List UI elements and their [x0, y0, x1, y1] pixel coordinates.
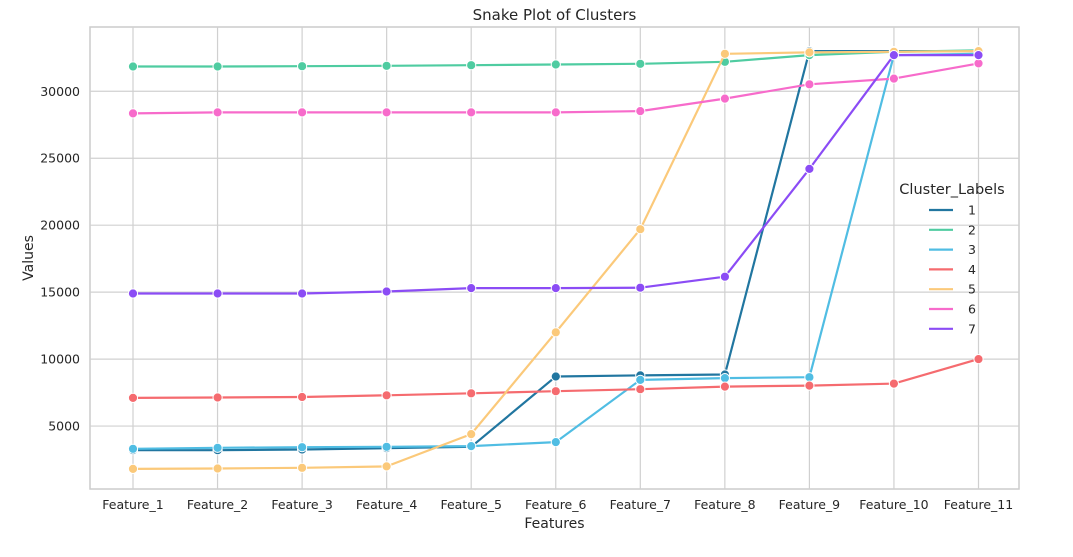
- data-point-2: [212, 61, 223, 72]
- series-layer: [127, 45, 984, 474]
- plot-area: [89, 26, 1020, 490]
- y-tick-label: 5000: [48, 419, 80, 434]
- data-point-2: [297, 61, 308, 72]
- data-point-4: [381, 390, 392, 401]
- data-point-4: [297, 391, 308, 403]
- y-tick-label: 15000: [40, 285, 80, 300]
- legend-label-1: 1: [968, 203, 976, 218]
- x-tick-label: Feature_11: [944, 497, 1013, 512]
- x-tick-label: Feature_4: [356, 497, 417, 512]
- data-point-6: [381, 107, 392, 118]
- data-point-3: [550, 437, 561, 448]
- data-point-4: [550, 386, 561, 397]
- data-point-3: [381, 441, 392, 452]
- data-point-7: [804, 163, 815, 174]
- data-point-2: [466, 60, 477, 71]
- data-point-5: [381, 461, 392, 472]
- data-point-5: [635, 224, 646, 235]
- y-tick-label: 25000: [40, 151, 80, 166]
- data-point-3: [127, 443, 139, 454]
- data-point-7: [888, 50, 900, 61]
- y-tick-label: 30000: [40, 84, 80, 99]
- data-point-4: [719, 381, 731, 392]
- x-tick-label: Feature_7: [610, 497, 671, 512]
- series-5: [127, 46, 984, 474]
- data-point-7: [381, 286, 392, 297]
- data-point-5: [127, 463, 139, 474]
- data-point-6: [804, 79, 815, 90]
- data-point-6: [127, 108, 139, 119]
- legend-label-4: 4: [968, 262, 976, 277]
- data-point-3: [466, 441, 477, 452]
- data-point-3: [212, 442, 223, 453]
- data-point-4: [466, 388, 477, 399]
- y-tick-labels: 5000 10000 15000 20000 25000 30000: [40, 84, 80, 434]
- x-tick-label: Feature_10: [859, 497, 928, 512]
- data-point-7: [635, 282, 646, 293]
- data-point-5: [550, 327, 561, 338]
- chart-title: Snake Plot of Clusters: [473, 6, 637, 24]
- data-point-6: [888, 73, 900, 84]
- data-point-7: [297, 288, 308, 299]
- data-point-2: [381, 60, 392, 71]
- legend-label-2: 2: [968, 222, 976, 237]
- legend-label-6: 6: [968, 302, 976, 317]
- data-point-1: [550, 371, 561, 382]
- data-point-5: [804, 47, 815, 58]
- x-gridlines: [132, 27, 980, 489]
- y-tick-label: 20000: [40, 218, 80, 233]
- y-tick-label: 10000: [40, 352, 80, 367]
- data-point-4: [888, 378, 900, 389]
- data-point-3: [635, 374, 646, 385]
- data-point-5: [212, 463, 223, 474]
- data-point-4: [635, 384, 646, 395]
- data-point-2: [635, 58, 646, 69]
- legend-label-7: 7: [968, 321, 976, 336]
- x-tick-label: Feature_6: [525, 497, 586, 512]
- data-point-5: [719, 48, 731, 59]
- data-point-3: [804, 372, 815, 383]
- data-point-6: [550, 107, 561, 118]
- data-point-7: [466, 283, 477, 294]
- data-point-6: [466, 107, 477, 118]
- series-4: [127, 354, 984, 403]
- data-point-7: [973, 50, 984, 61]
- x-tick-label: Feature_1: [102, 497, 163, 512]
- legend-label-5: 5: [968, 282, 976, 297]
- legend-label-3: 3: [968, 242, 976, 257]
- x-tick-labels: Feature_1 Feature_2 Feature_3 Feature_4 Feat…: [102, 497, 1013, 512]
- data-point-2: [127, 61, 139, 72]
- y-axis-label: Values: [21, 235, 37, 281]
- data-point-5: [297, 462, 308, 473]
- data-point-7: [550, 283, 561, 294]
- data-point-7: [212, 288, 223, 299]
- data-point-6: [297, 107, 308, 118]
- x-tick-label: Feature_8: [694, 497, 755, 512]
- x-tick-label: Feature_5: [440, 497, 501, 512]
- data-point-3: [297, 442, 308, 453]
- data-point-2: [550, 59, 561, 70]
- legend: Cluster_Labels 1 2 3 4 5 6 7: [899, 182, 1004, 336]
- data-point-6: [212, 107, 223, 118]
- series-3: [127, 48, 984, 454]
- data-point-4: [973, 354, 984, 365]
- x-axis-label: Features: [524, 516, 584, 532]
- data-point-7: [719, 271, 731, 282]
- legend-title: Cluster_Labels: [899, 182, 1004, 198]
- data-point-4: [804, 380, 815, 391]
- data-point-4: [212, 392, 223, 403]
- data-point-5: [466, 429, 477, 440]
- data-point-4: [127, 392, 139, 403]
- data-point-3: [719, 373, 731, 384]
- x-tick-label: Feature_3: [271, 497, 332, 512]
- series-7: [127, 50, 984, 299]
- x-tick-label: Feature_2: [187, 497, 248, 512]
- x-tick-label: Feature_9: [779, 497, 840, 512]
- data-point-6: [719, 93, 731, 104]
- data-point-7: [127, 288, 139, 299]
- data-point-6: [635, 106, 646, 117]
